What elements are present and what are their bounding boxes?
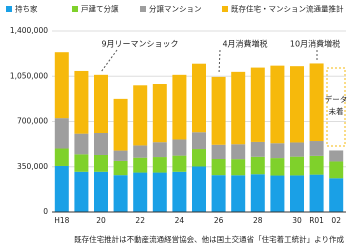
x-tick-label: R01 (309, 216, 324, 225)
bar-segment (290, 156, 304, 176)
bar-segment (211, 76, 226, 145)
bar-segment (211, 158, 226, 176)
bar-segment (54, 118, 69, 149)
bar-segment (231, 144, 246, 160)
bar-segment (113, 175, 128, 212)
bar-segment (270, 65, 285, 144)
bar-segment (74, 171, 89, 212)
bar-segment (329, 150, 344, 162)
bar-segment (133, 172, 148, 212)
bar-segment (211, 144, 226, 159)
legend-label: 戸建て分譲 (81, 4, 119, 14)
bar-segment (329, 161, 344, 179)
bar-segment (231, 175, 246, 212)
legend-swatch (140, 6, 146, 12)
bar-segment (54, 148, 69, 166)
bar-segment (172, 155, 187, 172)
bar-segment (94, 133, 108, 155)
bar-segment (192, 149, 206, 167)
bar-segment (172, 74, 187, 140)
y-tick-label: 0 (43, 207, 48, 216)
legend-swatch (6, 6, 12, 12)
y-tick-label: 700,000 (17, 117, 48, 126)
y-tick-label: 350,000 (17, 162, 48, 171)
bar-segment (192, 132, 206, 150)
x-tick-label: 20 (96, 216, 106, 225)
x-tick-label: 30 (292, 216, 302, 225)
bar-segment (113, 160, 128, 176)
bar-segment (74, 154, 89, 172)
x-tick-label: 26 (214, 216, 224, 225)
bar-segment (250, 67, 265, 142)
bar-segment (113, 150, 128, 161)
annotation-arrow (218, 49, 221, 75)
bar-segment (172, 171, 187, 212)
bar-segment (74, 133, 89, 155)
bar-segment (309, 174, 324, 212)
legend-label: 持ち家 (15, 4, 38, 14)
bar-segment (54, 52, 69, 119)
bar-segment (309, 141, 324, 156)
bar-segment (290, 175, 304, 212)
bar-segment (133, 157, 148, 173)
bar-segment (74, 70, 89, 134)
x-tick-label: 22 (135, 216, 145, 225)
bar-segment (152, 142, 167, 158)
annotation: 4月消費増税 (222, 39, 267, 49)
y-tick-label: 1,050,000 (10, 71, 48, 80)
bar-segment (270, 175, 285, 212)
bar-segment (250, 174, 265, 212)
annotation: 9月リーマンショック (101, 40, 178, 49)
source-note: 既存住宅推計は不動産流通経営協会、他は国土交通省「住宅着工統計」より作成 (74, 234, 344, 244)
bar-segment (94, 171, 108, 212)
x-tick-label: H18 (54, 216, 69, 225)
x-tick-label: 28 (253, 216, 263, 225)
bar-segment (192, 63, 206, 133)
x-tick-label: 24 (175, 216, 185, 225)
bar-segment (309, 63, 324, 142)
bar-segment (231, 159, 246, 176)
no-data-note: データ (325, 94, 348, 104)
bar-segment (192, 166, 206, 212)
bar-segment (133, 145, 148, 158)
x-tick-label: 02 (331, 216, 341, 225)
legend-label: 分譲マンション (149, 4, 202, 14)
legend-swatch (72, 6, 78, 12)
bar-segment (152, 172, 167, 212)
bar-segment (231, 71, 246, 145)
bar-segment (172, 139, 187, 156)
bar-segment (133, 85, 148, 146)
bar-segment (270, 158, 285, 176)
bar-segment (270, 143, 285, 159)
bar-segment (290, 142, 304, 157)
bar-segment (113, 98, 128, 151)
bar-segment (250, 156, 265, 175)
bar-segment (152, 157, 167, 173)
annotation: 10月消費増税 (290, 39, 340, 49)
bar-segment (152, 84, 167, 143)
no-data-note: 未着 (329, 106, 344, 116)
y-tick-label: 1,400,000 (10, 26, 48, 35)
bar-segment (329, 178, 344, 212)
bar-segment (94, 74, 108, 134)
legend-swatch (222, 6, 228, 12)
legend-label: 既存住宅・マンション流通量推計 (231, 4, 344, 14)
annotation-arrow (100, 49, 118, 73)
bar-segment (54, 165, 69, 212)
bar-segment (94, 154, 108, 172)
bar-segment (309, 155, 324, 175)
bar-segment (290, 66, 304, 143)
no-data-box (326, 67, 346, 147)
bar-segment (250, 141, 265, 157)
bar-segment (211, 175, 226, 212)
